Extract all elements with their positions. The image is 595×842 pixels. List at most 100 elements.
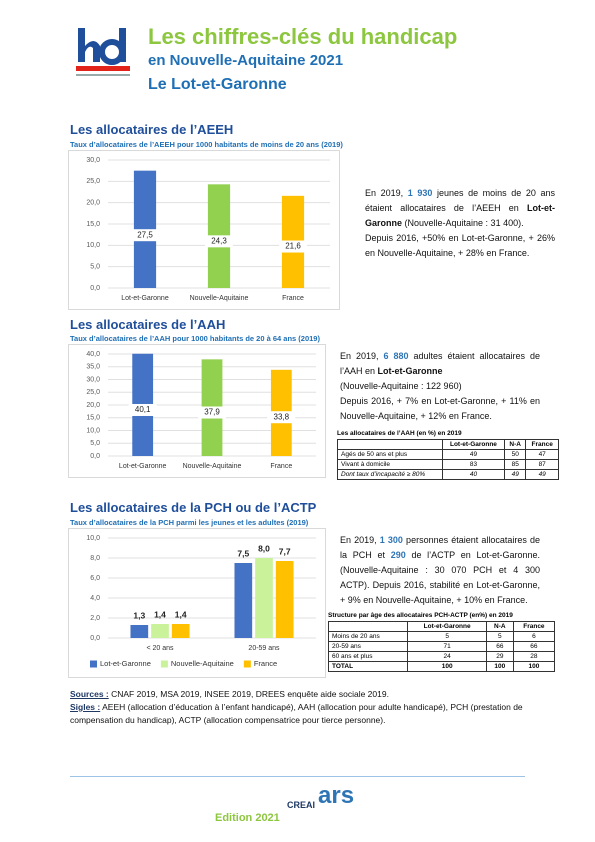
text-run: personnes étaient allocataires de la PCH… xyxy=(340,535,541,560)
table-column-header: Lot-et-Garonne xyxy=(441,439,506,450)
value-label: 1,3 xyxy=(133,610,145,620)
table-cell: 85 xyxy=(504,459,527,470)
logo-ars: ars xyxy=(318,782,355,809)
table-cell: 87 xyxy=(525,459,559,470)
table-cell: 100 xyxy=(485,661,514,672)
value-label-box xyxy=(198,406,226,419)
table-column-header: N-A xyxy=(504,439,527,450)
table-cell: Vivant à domicile xyxy=(337,459,443,470)
table: Lot-et-Garonne N-A France Moins de 20 ans 5 5… xyxy=(327,621,556,672)
table-column-header: France xyxy=(525,439,559,450)
table-row: Moins de 20 ans 5 5 6 xyxy=(327,631,556,642)
y-tick-label: 5,0 xyxy=(90,440,100,447)
x-tick-label: 20-59 ans xyxy=(248,645,280,652)
table-cell: Agés de 50 ans et plus xyxy=(337,449,443,460)
paragraph: (Nouvelle-Aquitaine : 122 960) xyxy=(340,379,540,394)
legend-label: Lot-et-Garonne xyxy=(100,659,151,668)
table-row: 60 ans et plus 24 29 28 xyxy=(327,651,556,662)
value-label: 1,4 xyxy=(154,609,166,619)
table-cell: 60 ans et plus xyxy=(327,651,409,662)
table-cell: 47 xyxy=(525,449,559,460)
table-title: Structure par âge des allocataires PCH-A… xyxy=(328,612,513,619)
legend-label: France xyxy=(254,659,277,668)
table-block: Les allocataires de l’AAH (en %) en 2019… xyxy=(337,430,559,480)
y-tick-label: 4,0 xyxy=(90,595,100,602)
table-corner xyxy=(327,621,409,632)
value-label: 7,5 xyxy=(237,548,249,558)
table: Lot-et-Garonne N-A France Agés de 50 ans et… xyxy=(337,439,559,480)
table-column-header: France xyxy=(512,621,556,632)
text-run: jeunes de moins de 20 ans étaient alloca… xyxy=(365,188,556,213)
y-tick-label: 15,0 xyxy=(86,415,100,422)
section-heading: Les allocataires de la PCH ou de l’ACTP xyxy=(70,500,317,515)
table-cell: 83 xyxy=(441,459,506,470)
legend-label: Nouvelle-Aquitaine xyxy=(171,659,234,668)
title: Les chiffres-clés du handicap xyxy=(148,24,458,49)
bar xyxy=(255,558,273,638)
paragraph-block: En 2019, 6 880 adultes étaient allocatai… xyxy=(340,349,540,424)
chart-frame xyxy=(68,150,340,310)
text-run: Lot-et-Garonne xyxy=(365,203,555,228)
chart: 0,0 5,0 10,0 15,0 20,0 25,0 30,0 35,0 40,0 Lot-et… xyxy=(68,344,326,478)
value-label-box xyxy=(131,229,159,242)
table-cell: 29 xyxy=(485,651,514,662)
table-header-row: Lot-et-Garonne N-A France xyxy=(337,439,559,450)
text-run: 1 300 xyxy=(379,535,403,545)
y-tick-label: 0,0 xyxy=(90,635,100,642)
y-tick-label: 0,0 xyxy=(90,285,100,292)
x-tick-label: Nouvelle-Aquitaine xyxy=(190,295,249,302)
text-run: (Nouvelle-Aquitaine : 31 400). xyxy=(402,218,524,228)
text-run: 6 880 xyxy=(383,351,409,361)
value-label: 24,3 xyxy=(211,236,227,245)
logo xyxy=(76,28,130,76)
y-tick-label: 8,0 xyxy=(90,555,100,562)
y-tick-label: 30,0 xyxy=(86,376,100,383)
value-label: 8,0 xyxy=(258,543,270,553)
y-tick-label: 25,0 xyxy=(86,389,100,396)
table-cell: 100 xyxy=(407,661,487,672)
department: Le Lot-et-Garonne xyxy=(148,76,287,93)
table-cell: 5 xyxy=(407,631,487,642)
text-run: Lot-et-Garonne xyxy=(377,366,443,376)
value-label: 33,8 xyxy=(274,412,290,421)
table-row: 20-59 ans 71 66 66 xyxy=(327,641,556,652)
table-column-header: N-A xyxy=(485,621,514,632)
table-row: Vivant à domicile 83 85 87 xyxy=(337,459,559,470)
table-cell: 71 xyxy=(407,641,487,652)
sigles: AEEH (allocation d’éducation à l’enfant … xyxy=(70,702,523,725)
value-label: 21,6 xyxy=(285,242,301,251)
value-label: 1,4 xyxy=(175,609,187,619)
x-tick-label: < 20 ans xyxy=(146,645,174,652)
table-cell: Moins de 20 ans xyxy=(327,631,409,642)
sigles-label: Sigles : xyxy=(70,702,101,712)
y-tick-label: 35,0 xyxy=(86,364,100,371)
value-label-box xyxy=(267,411,296,424)
chart: 0,0 2,0 4,0 6,0 8,0 10,0 < 20 ans 1,3 1,4 1,4 20-5… xyxy=(68,528,326,678)
value-label: 7,7 xyxy=(279,546,291,556)
x-tick-label: France xyxy=(270,463,292,470)
edition: Edition 2021 xyxy=(215,812,280,824)
subtitle: en Nouvelle-Aquitaine 2021 xyxy=(148,52,344,69)
table-cell: Dont taux d’incapacité ≥ 80% xyxy=(337,469,443,480)
paragraph: En 2019, 6 880 adultes étaient allocatai… xyxy=(340,349,540,379)
sources: CNAF 2019, MSA 2019, INSEE 2019, DREES e… xyxy=(108,689,389,699)
chart-title: Taux d’allocataires de l’AEEH pour 1000 … xyxy=(70,140,343,149)
value-label: 27,5 xyxy=(137,230,153,239)
table-block: Structure par âge des allocataires PCH-A… xyxy=(327,612,556,672)
x-tick-label: Lot-et-Garonne xyxy=(121,295,169,302)
value-label-box xyxy=(128,403,157,416)
y-tick-label: 10,0 xyxy=(86,427,100,434)
section-heading: Les allocataires de l’AAH xyxy=(70,317,226,332)
bar xyxy=(171,624,190,638)
footer: Sources : CNAF 2019, MSA 2019, INSEE 201… xyxy=(70,688,525,727)
table-cell: 20-59 ans xyxy=(327,641,409,652)
bar xyxy=(130,625,149,638)
bar xyxy=(151,624,169,638)
paragraph: En 2019, 1 300 personnes étaient allocat… xyxy=(340,533,540,608)
chart: 0,0 5,0 10,0 15,0 20,0 25,0 30,0 Lot-et-Garonne… xyxy=(68,150,340,310)
value-label: 37,9 xyxy=(204,408,220,417)
text-run: de l’ACTP en Lot-et-Garonne. (Nouvelle-A… xyxy=(340,550,541,605)
text-run: (Nouvelle-Aquitaine : 122 960) xyxy=(340,381,462,391)
table-cell: 5 xyxy=(485,631,514,642)
